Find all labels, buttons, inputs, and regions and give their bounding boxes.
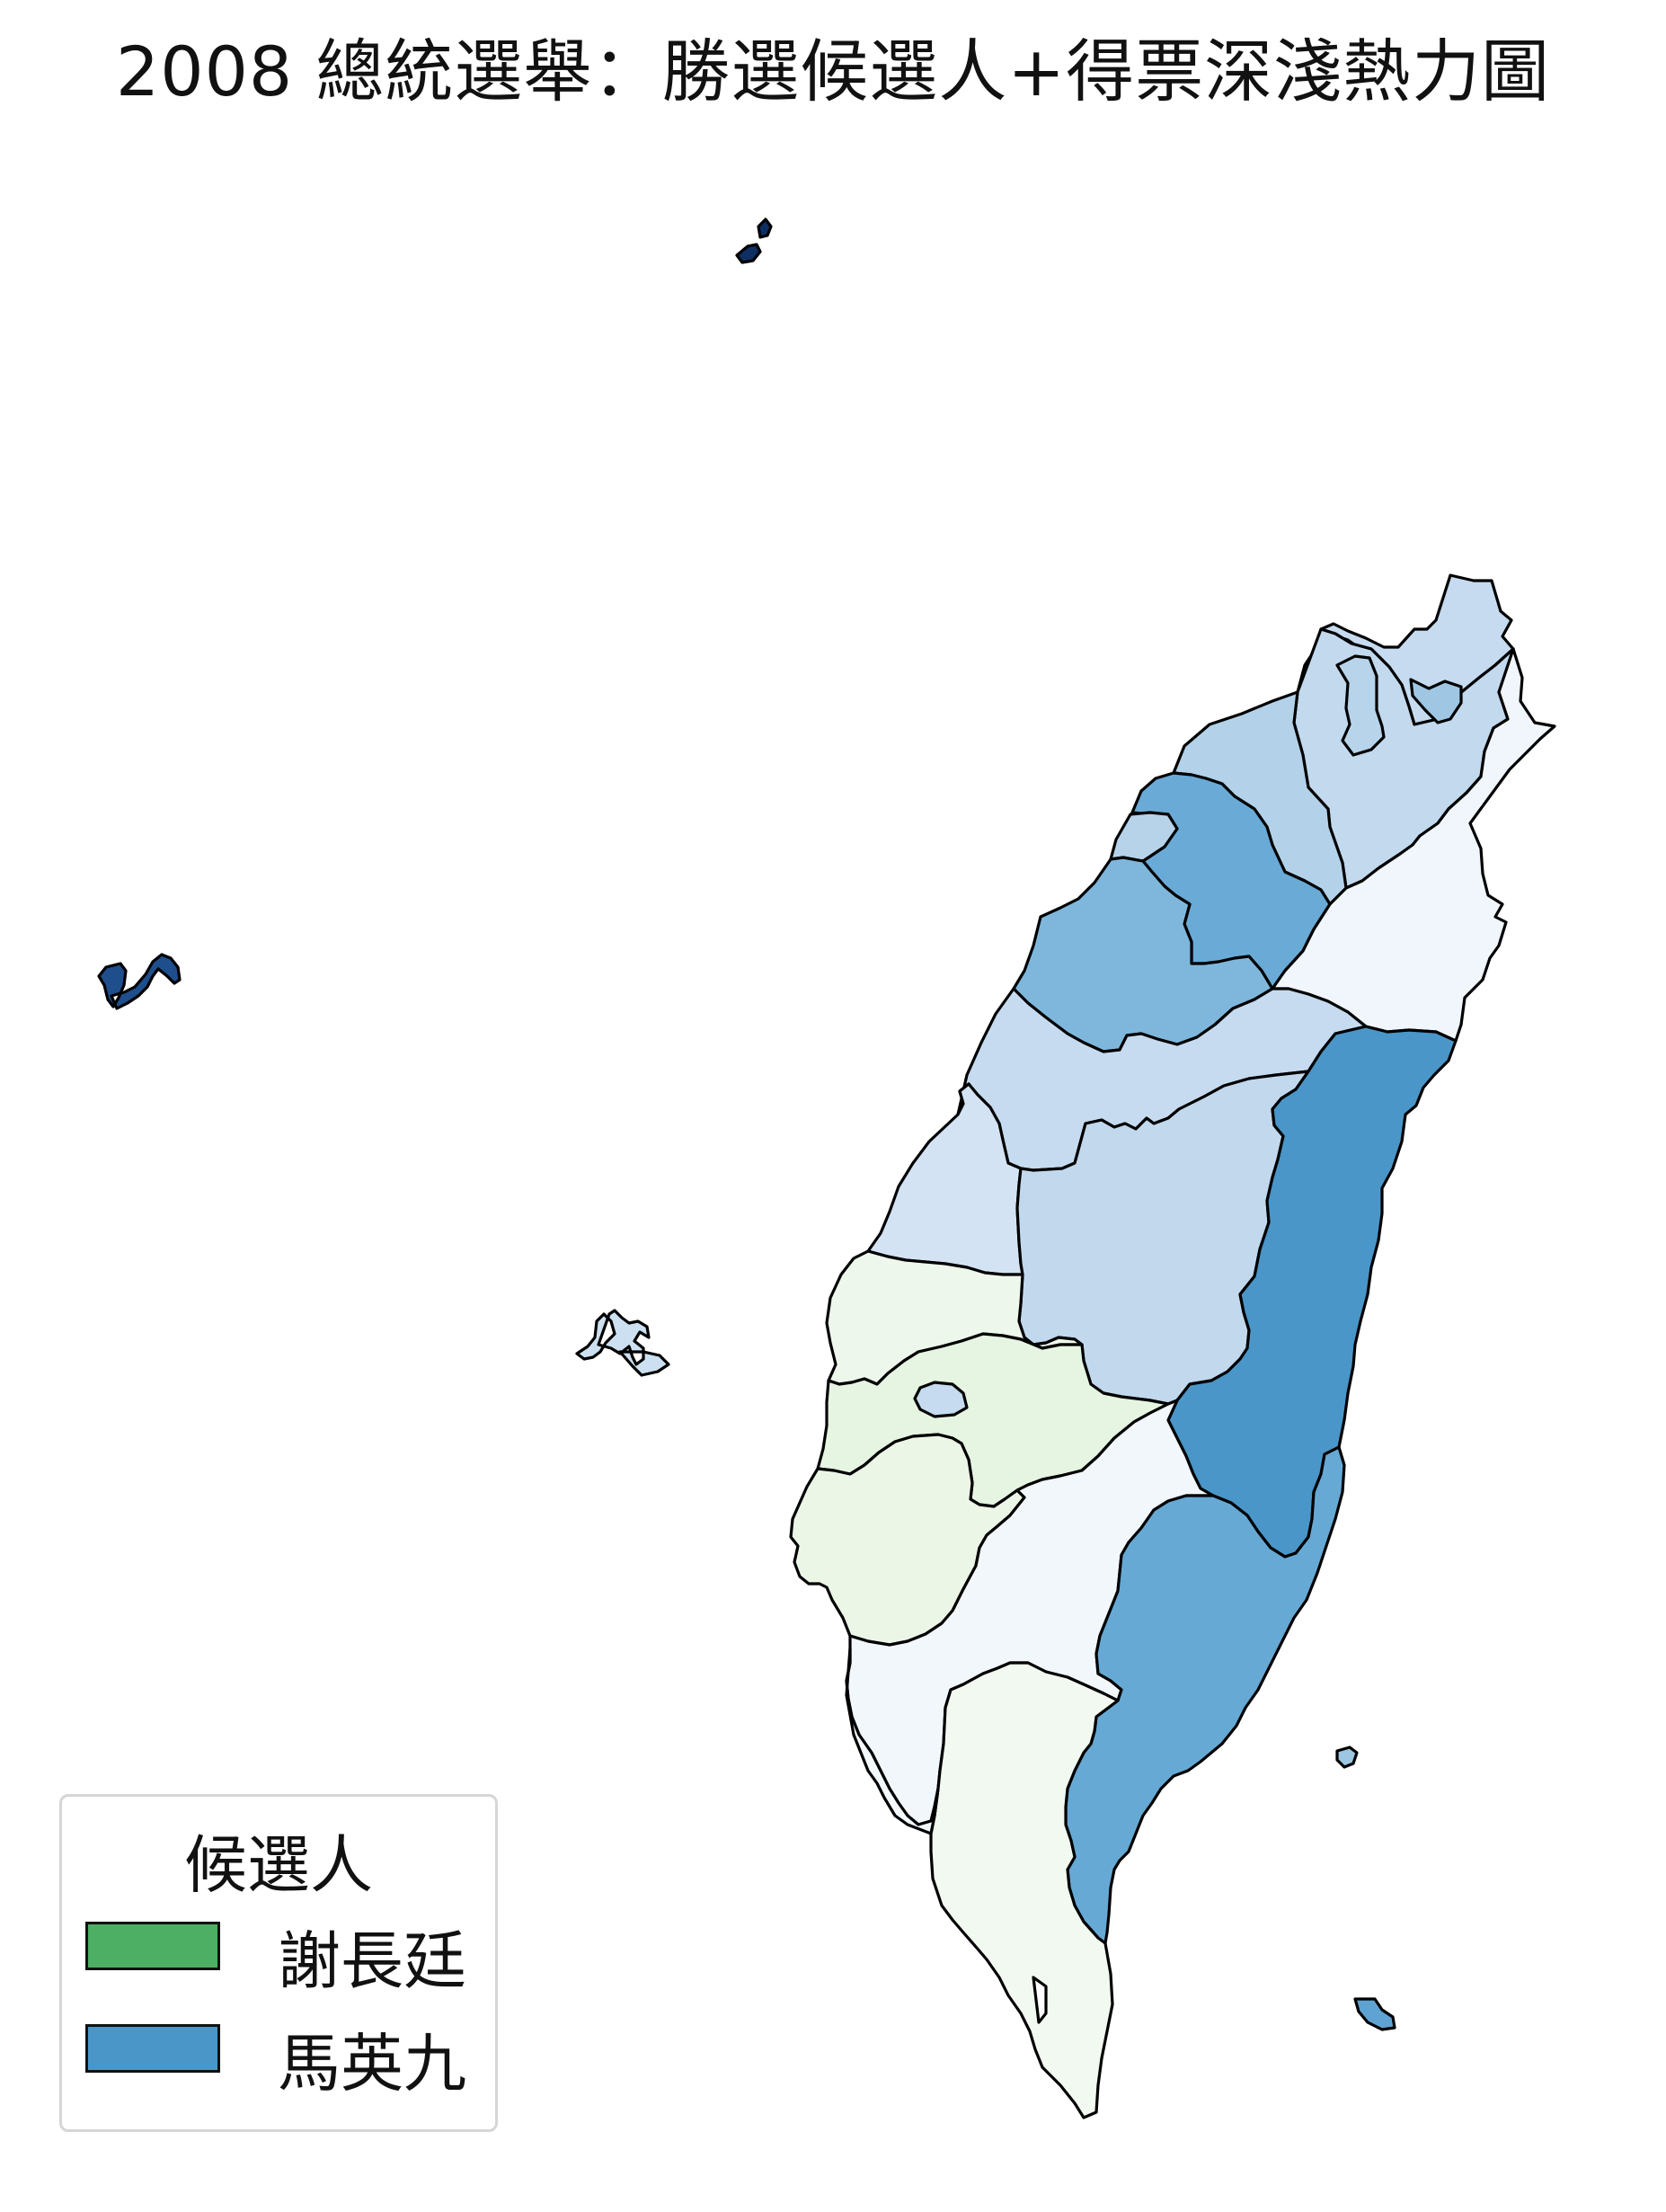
legend-swatch-blue <box>85 2024 220 2073</box>
map-title: 2008 總統選舉：勝選候選人+得票深淺熱力圖 <box>115 31 1551 111</box>
legend: 候選人 謝長廷 馬英九 <box>59 1794 498 2132</box>
legend-title: 候選人 <box>184 1828 373 1902</box>
legend-swatch-green <box>85 1922 220 1970</box>
region-green-island <box>1335 1746 1359 1769</box>
region-matsu <box>735 218 773 264</box>
region-hsinchu-city <box>1109 811 1179 863</box>
region-kinmen <box>97 953 182 1010</box>
region-orchid-island <box>1353 1997 1396 2031</box>
legend-item-ma: 馬英九 <box>85 2019 481 2101</box>
region-penghu <box>575 1309 670 1377</box>
legend-label: 謝長廷 <box>278 1924 466 1998</box>
legend-item-hsieh: 謝長廷 <box>85 1916 481 1998</box>
region-pingtung <box>929 1661 1120 2119</box>
region-taitung <box>1064 1445 1346 1945</box>
region-chiayi-city <box>913 1381 969 1418</box>
region-keelung-city <box>1409 678 1463 724</box>
region-kaohsiung-city <box>845 1647 940 1835</box>
region-taipei-city <box>1335 654 1386 757</box>
legend-label: 馬英九 <box>278 2027 466 2101</box>
